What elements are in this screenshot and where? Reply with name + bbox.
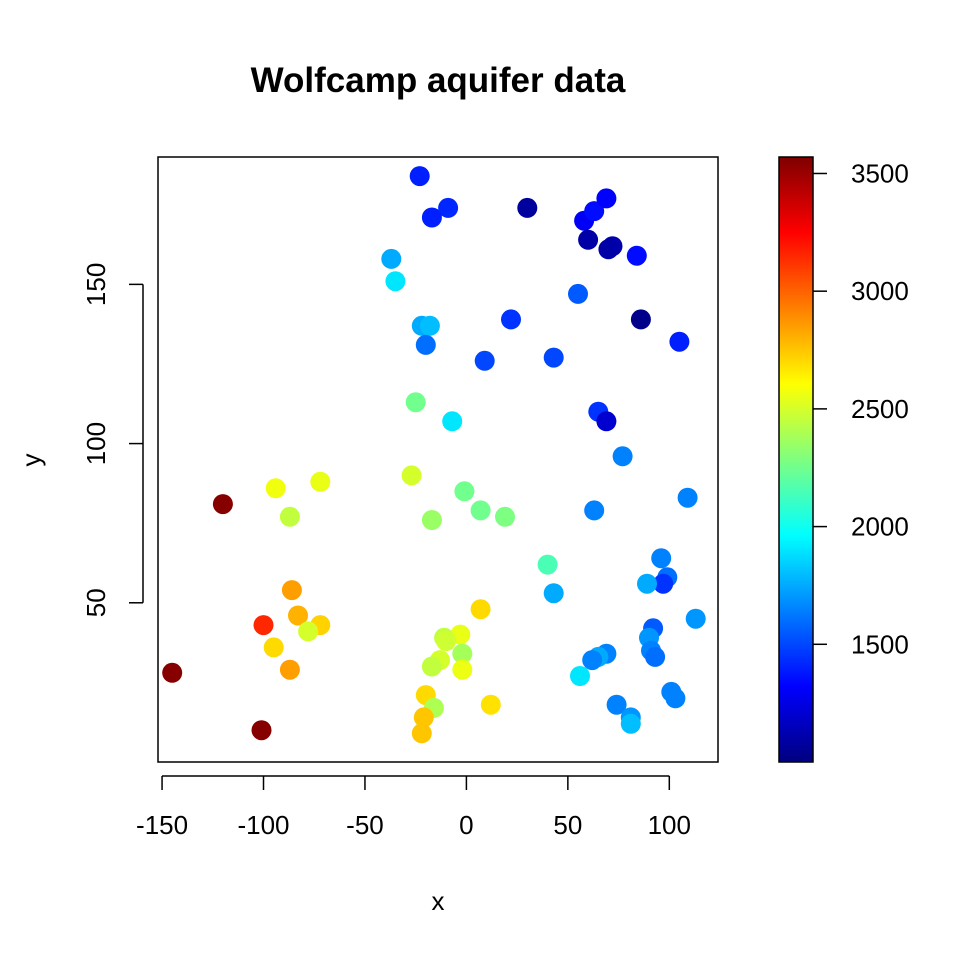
data-point	[421, 510, 442, 530]
x-tick-label: -150	[136, 810, 188, 840]
data-point	[474, 350, 495, 371]
data-point	[495, 506, 515, 527]
data-point	[578, 229, 599, 250]
data-point	[381, 248, 402, 269]
data-point	[645, 646, 666, 667]
data-point	[543, 347, 564, 368]
data-point	[470, 500, 491, 521]
data-point	[543, 583, 564, 604]
data-point	[685, 608, 706, 629]
data-point	[568, 283, 588, 304]
colorbar: 1500 2000 2500 3000 3500	[778, 156, 909, 763]
data-point	[251, 720, 272, 741]
chart-title: Wolfcamp aquifer data	[251, 61, 626, 100]
data-point	[411, 723, 432, 744]
data-point	[620, 713, 641, 734]
data-point	[413, 707, 434, 728]
data-point	[265, 478, 286, 499]
data-point	[298, 621, 319, 642]
x-axis-label: x	[432, 886, 445, 916]
data-point	[385, 271, 406, 292]
y-axis: 50 100 150	[81, 263, 144, 617]
data-point	[454, 481, 475, 502]
data-point	[288, 605, 308, 626]
data-point	[537, 554, 558, 575]
data-point	[253, 615, 274, 636]
data-point	[665, 688, 686, 709]
x-tick-label: -50	[346, 810, 384, 840]
data-point	[480, 694, 501, 715]
data-point	[436, 631, 457, 651]
data-point	[409, 166, 430, 187]
y-axis-label: y	[16, 454, 46, 467]
data-point	[438, 197, 459, 218]
data-point	[501, 309, 521, 330]
data-point	[421, 656, 442, 677]
data-point	[653, 573, 674, 594]
x-tick-label: 100	[648, 810, 691, 840]
data-point	[584, 500, 605, 521]
data-point	[281, 580, 302, 601]
data-point	[677, 487, 698, 508]
data-point	[596, 188, 617, 209]
data-point	[517, 197, 538, 218]
data-point	[310, 471, 331, 492]
data-point	[263, 637, 284, 658]
x-axis: -150 -100 -50 0 50 100	[136, 775, 691, 840]
y-tick-label: 50	[81, 588, 111, 617]
data-point	[442, 411, 463, 432]
y-tick-label: 100	[81, 422, 111, 465]
data-point	[452, 643, 473, 664]
data-point	[570, 666, 590, 686]
colorbar-tick-label: 2000	[851, 512, 909, 542]
data-point	[162, 662, 183, 683]
data-point	[637, 573, 657, 594]
data-point	[598, 239, 619, 260]
colorbar-tick-label: 3500	[851, 158, 909, 188]
colorbar-tick-label: 2500	[851, 394, 909, 424]
colorbar-tick-label: 1500	[851, 629, 909, 659]
data-point	[626, 245, 647, 266]
data-point	[279, 659, 300, 680]
data-point	[630, 309, 651, 330]
data-point	[405, 392, 426, 413]
data-point	[212, 494, 233, 515]
colorbar-scale	[778, 156, 814, 763]
colorbar-tick-label: 3000	[851, 276, 909, 306]
data-point	[651, 548, 672, 569]
data-point	[401, 465, 422, 486]
data-point	[584, 201, 605, 222]
x-tick-label: 50	[553, 810, 582, 840]
plot-frame	[157, 156, 719, 763]
data-point	[415, 334, 436, 355]
data-point	[279, 506, 300, 527]
x-tick-label: 0	[459, 810, 473, 840]
data-point	[582, 650, 603, 671]
x-tick-label: -100	[237, 810, 289, 840]
data-point	[452, 659, 473, 680]
data-point	[421, 207, 442, 228]
data-point	[596, 411, 617, 432]
data-point	[606, 694, 627, 715]
data-point	[669, 331, 690, 352]
data-point	[470, 599, 491, 620]
y-tick-label: 150	[81, 263, 111, 306]
points-layer	[162, 166, 706, 744]
data-point	[612, 446, 633, 467]
data-point	[419, 315, 440, 336]
